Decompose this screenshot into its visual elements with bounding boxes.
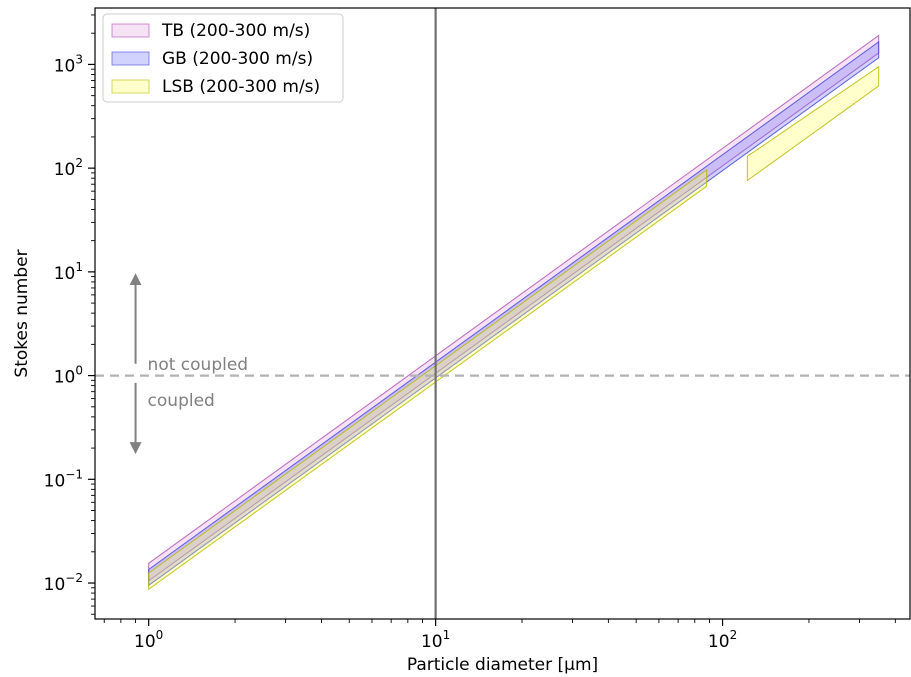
y-tick-label: 10−2 [44,571,83,595]
legend-label: TB (200-300 m/s) [161,21,310,41]
legend: TB (200-300 m/s) GB (200-300 m/s) LSB (200… [102,13,344,103]
reference-line-layer [95,8,910,619]
annotation-not-coupled: not coupled [148,355,249,375]
x-tick-label: 100 [134,628,163,652]
y-tick-label: 100 [54,364,83,388]
x-tick-label: 101 [421,628,450,652]
band-layer [148,34,880,591]
legend-frame [102,13,344,103]
legend-label: LSB (200-300 m/s) [162,77,320,97]
legend-label: GB (200-300 m/s) [162,49,313,69]
annotation-layer: not coupled coupled [129,273,249,455]
y-tick-label: 10−1 [44,467,83,491]
y-tick-label: 101 [54,260,83,284]
y-tick-label: 103 [54,52,83,76]
y-axis: 10−2 10−1 100 101 102 103 [44,14,95,615]
legend-swatch [111,51,150,66]
legend-swatch [111,79,150,94]
annotation-coupled: coupled [148,391,215,411]
y-axis-label: Stokes number [12,249,32,377]
legend-swatch [111,23,150,38]
x-tick-label: 102 [708,628,737,652]
band-series-3-segment-1 [148,169,708,591]
band-series-3-segment-2 [746,65,880,182]
x-axis-label: Particle diameter [µm] [407,655,598,675]
y-tick-label: 102 [54,156,83,180]
x-axis: 100 101 102 [103,619,896,652]
